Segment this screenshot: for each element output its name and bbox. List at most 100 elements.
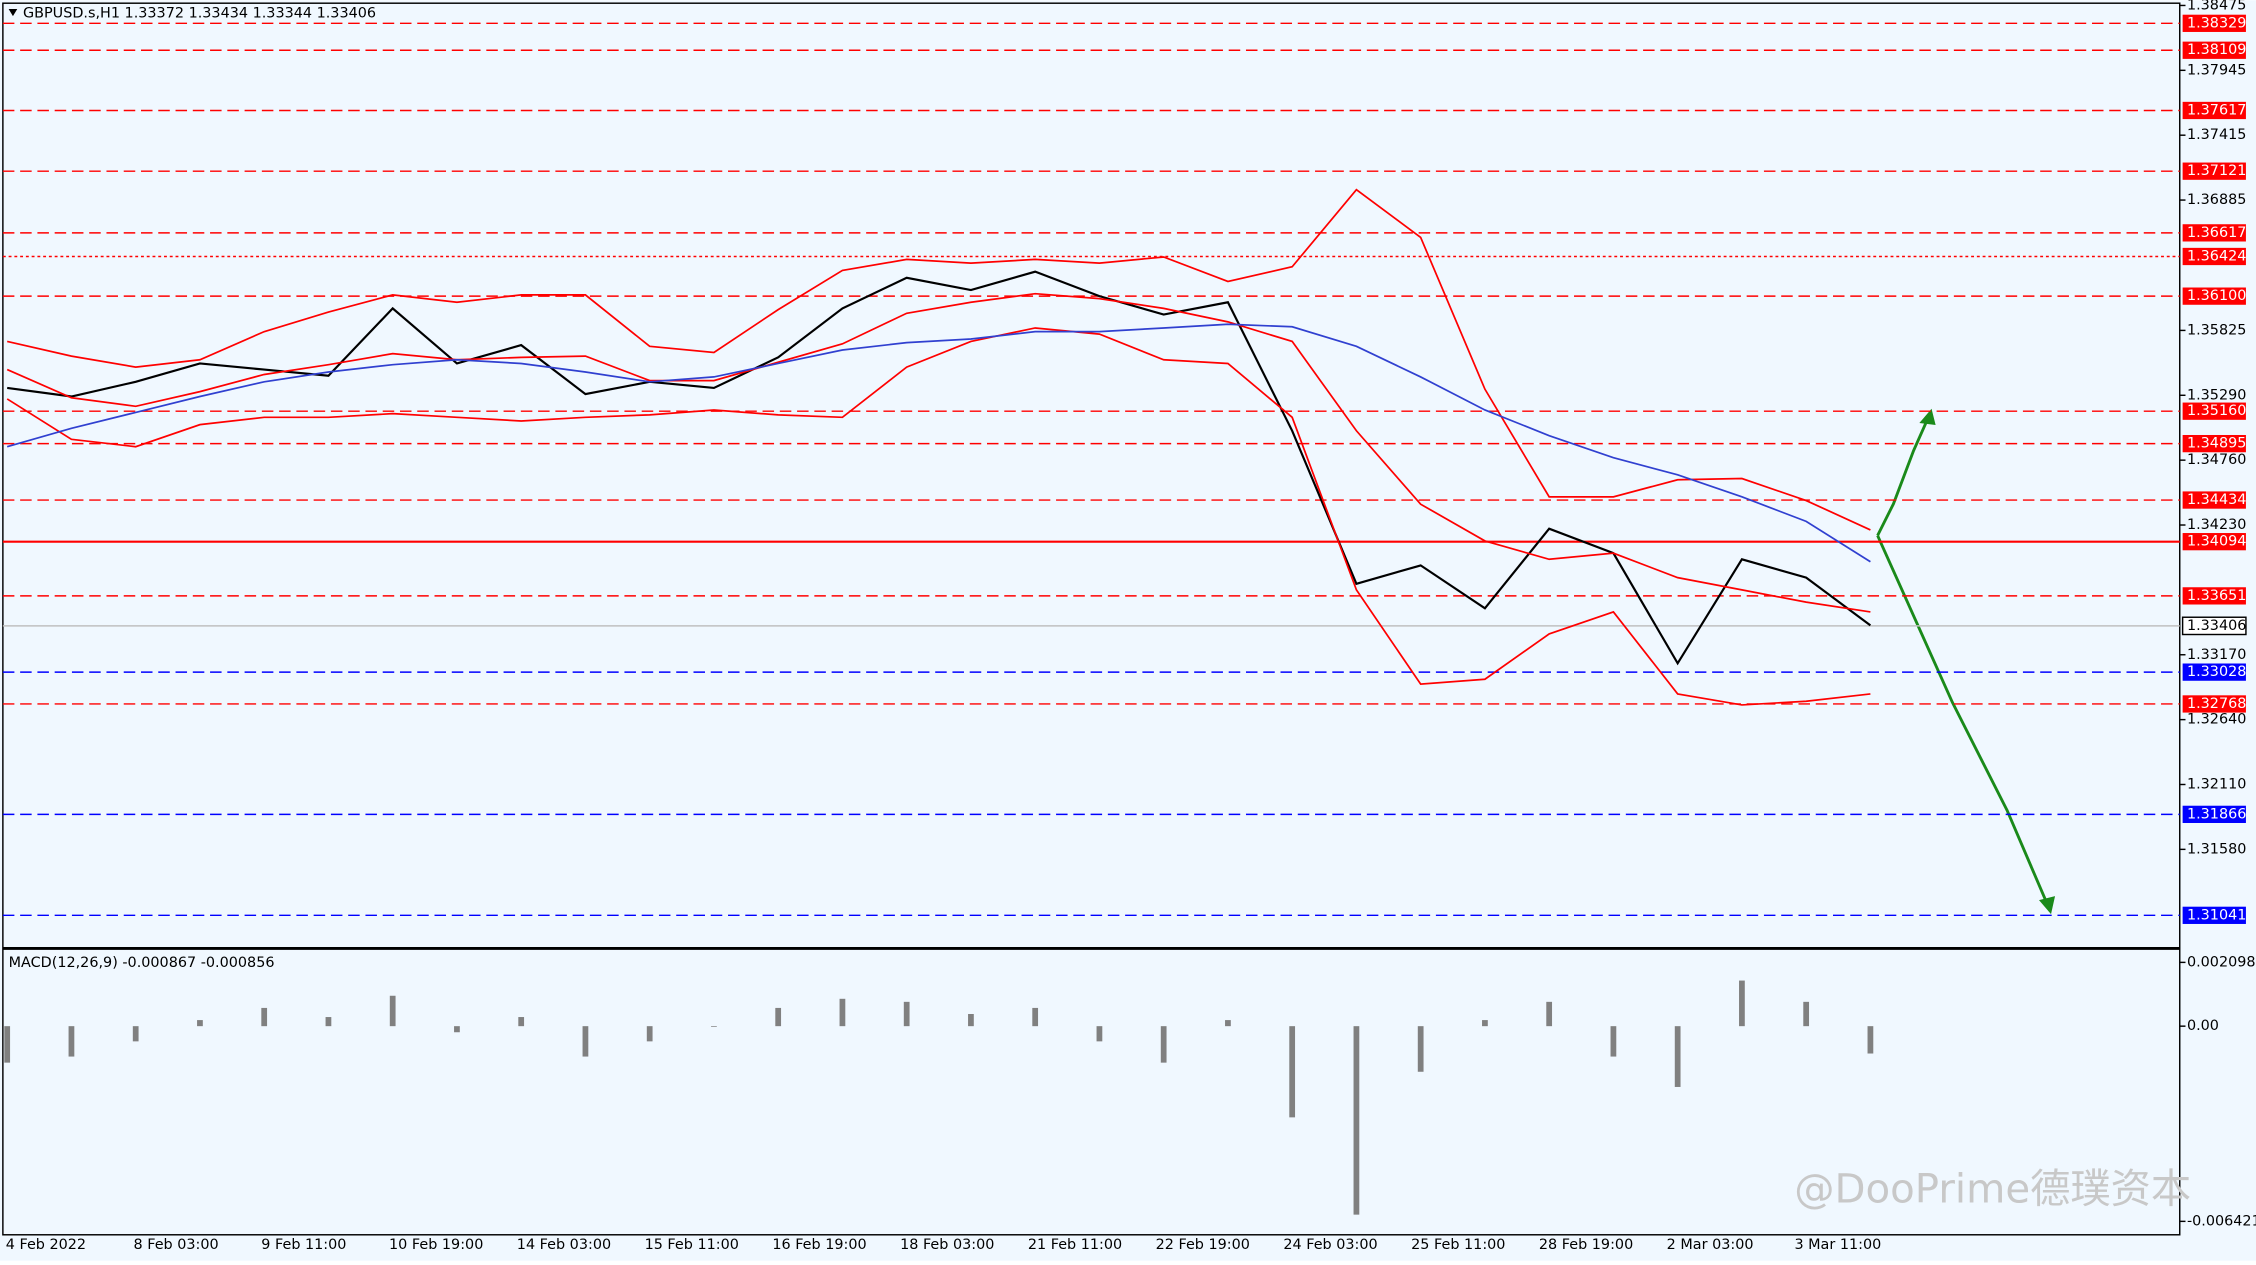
y-tick-label: 1.37415 [2187, 127, 2246, 143]
macd-bar [1417, 1026, 1424, 1072]
level-label: 1.36100 [2187, 288, 2246, 304]
level-label-box [2182, 434, 2246, 453]
y-tick-label: 1.38475 [2187, 0, 2246, 13]
level-label: 1.36617 [2187, 225, 2246, 241]
macd-bar [839, 998, 846, 1027]
x-tick-label: 18 Feb 03:00 [900, 1237, 994, 1253]
macd-bar [325, 1017, 332, 1027]
macd-bar [1096, 1026, 1103, 1042]
macd-bar [1160, 1026, 1167, 1063]
level-label: 1.37617 [2187, 102, 2246, 118]
x-tick-label: 8 Feb 03:00 [134, 1237, 219, 1253]
y-tick-label: 1.34760 [2187, 452, 2246, 468]
level-label: 1.38329 [2187, 15, 2246, 31]
macd-bar [261, 1007, 268, 1027]
macd-bar [775, 1007, 782, 1027]
x-tick-label: 28 Feb 19:00 [1539, 1237, 1633, 1253]
macd-bar [1482, 1020, 1488, 1027]
macd-bar [1610, 1026, 1617, 1057]
x-tick-label: 22 Feb 19:00 [1156, 1237, 1250, 1253]
level-label-box [2182, 101, 2246, 120]
y-tick-label: 1.35825 [2187, 322, 2246, 338]
level-label-box [2182, 287, 2246, 305]
level-label: 1.33028 [2187, 664, 2246, 680]
level-label-box [2182, 162, 2246, 180]
projection-arrows [1876, 408, 2056, 915]
level-label-box [2182, 224, 2246, 242]
macd-tick-label: -0.006421 [2187, 1213, 2256, 1229]
x-tick-label: 4 Feb 2022 [6, 1237, 86, 1253]
level-label: 1.33651 [2187, 588, 2246, 604]
macd-bar [389, 995, 396, 1027]
macd-bar [68, 1026, 75, 1057]
level-label-box [2182, 805, 2246, 823]
y-tick-label: 1.35290 [2187, 387, 2246, 403]
symbol-title: GBPUSD.s,H1 1.33372 1.33434 1.33344 1.33… [23, 5, 376, 21]
macd-bar [518, 1017, 525, 1027]
macd-tick-label: 0.00 [2187, 1018, 2219, 1034]
watermark: @DooPrime德璞资本 [1794, 1167, 2191, 1213]
x-tick-label: 9 Feb 11:00 [261, 1237, 346, 1253]
x-tick-label: 10 Feb 19:00 [389, 1237, 483, 1253]
macd-bar [711, 1026, 717, 1027]
macd-bar [1739, 980, 1745, 1027]
macd-bar [646, 1026, 653, 1042]
macd-tick-label: 0.002098 [2187, 954, 2256, 970]
level-label: 1.36424 [2187, 248, 2246, 264]
level-label-box [2182, 663, 2246, 681]
y-tick-label: 1.37945 [2187, 62, 2246, 78]
level-label: 1.31041 [2187, 907, 2246, 923]
macd-bar [1674, 1026, 1681, 1087]
level-label: 1.32768 [2187, 696, 2246, 712]
level-label-box [2181, 616, 2247, 636]
y-tick-label: 1.32110 [2187, 776, 2246, 792]
macd-bar [1803, 1001, 1810, 1027]
price-line [7, 188, 1871, 531]
level-label-box [2182, 402, 2246, 420]
x-tick-label: 2 Mar 03:00 [1667, 1237, 1754, 1253]
y-tick-label: 1.32640 [2187, 712, 2246, 728]
macd-bar [1289, 1026, 1296, 1118]
macd-bar [454, 1026, 460, 1033]
level-label-box [2182, 247, 2246, 266]
macd-bar [132, 1026, 139, 1042]
x-tick-label: 25 Feb 11:00 [1411, 1237, 1505, 1253]
macd-title: MACD(12,26,9) -0.000867 -0.000856 [9, 955, 275, 971]
macd-bar [1867, 1026, 1874, 1054]
level-label: 1.38109 [2187, 42, 2246, 58]
macd-bar [1546, 1001, 1553, 1027]
level-label-box [2182, 587, 2246, 605]
y-tick-label: 1.36885 [2187, 192, 2246, 208]
level-label: 1.31866 [2187, 806, 2246, 822]
macd-bar [197, 1020, 203, 1027]
macd-bar [968, 1014, 974, 1027]
level-label-box [2182, 695, 2246, 713]
level-label-box [2182, 491, 2246, 509]
macd-bar [4, 1026, 11, 1063]
y-tick-label: 1.31580 [2187, 841, 2246, 857]
level-label: 1.34434 [2187, 492, 2246, 508]
macd-bar [1032, 1007, 1039, 1027]
macd-bar [1353, 1026, 1360, 1215]
price-line [7, 270, 1872, 666]
level-label-box [2182, 533, 2246, 551]
plot-frame [2, 2, 2181, 1236]
price-line [6, 327, 1871, 706]
level-label: 1.34895 [2187, 436, 2246, 452]
level-label: 1.35160 [2187, 403, 2246, 419]
y-tick-label: 1.34230 [2187, 517, 2246, 533]
macd-bar [1225, 1020, 1231, 1027]
x-tick-label: 14 Feb 03:00 [517, 1237, 611, 1253]
x-tick-label: 21 Feb 11:00 [1028, 1237, 1122, 1253]
level-label: 1.34094 [2187, 534, 2246, 550]
x-tick-label: 24 Feb 03:00 [1283, 1237, 1377, 1253]
level-label-box [2182, 906, 2246, 924]
level-label: 1.33406 [2187, 618, 2246, 634]
price-line [6, 292, 1871, 613]
symbol-menu[interactable] [8, 8, 18, 17]
level-label-box [2182, 41, 2246, 59]
macd-bar [582, 1026, 589, 1057]
